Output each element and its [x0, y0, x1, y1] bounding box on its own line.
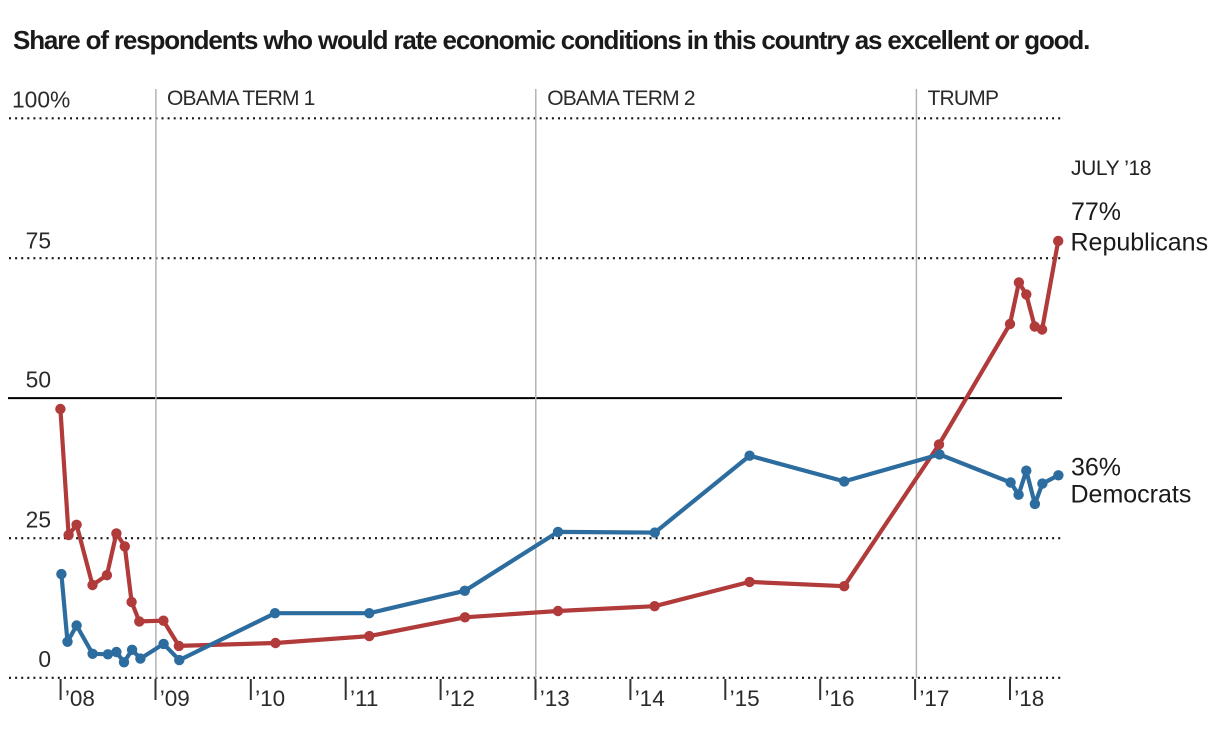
svg-text:25: 25 [26, 506, 51, 532]
svg-text:’17: ’17 [919, 686, 949, 711]
svg-text:’15: ’15 [730, 686, 760, 711]
svg-text:TRUMP: TRUMP [928, 87, 999, 110]
svg-text:’11: ’11 [350, 686, 378, 711]
svg-text:’08: ’08 [65, 686, 95, 711]
svg-text:’10: ’10 [255, 686, 285, 711]
svg-text:77%: 77% [1071, 198, 1121, 226]
svg-text:OBAMA TERM 2: OBAMA TERM 2 [547, 87, 695, 110]
svg-text:Democrats: Democrats [1071, 480, 1192, 508]
svg-text:’16: ’16 [825, 686, 855, 711]
svg-text:’09: ’09 [160, 686, 190, 711]
svg-text:75: 75 [26, 227, 51, 253]
svg-text:’18: ’18 [1014, 686, 1044, 711]
svg-text:100%: 100% [12, 86, 70, 112]
svg-text:50: 50 [26, 366, 51, 392]
svg-text:Republicans: Republicans [1071, 229, 1209, 257]
svg-text:OBAMA TERM 1: OBAMA TERM 1 [167, 87, 315, 110]
svg-text:36%: 36% [1071, 454, 1121, 482]
svg-text:’14: ’14 [635, 686, 665, 711]
svg-text:0: 0 [38, 646, 51, 672]
svg-text:JULY ’18: JULY ’18 [1071, 157, 1151, 180]
svg-text:’12: ’12 [445, 686, 475, 711]
svg-text:’13: ’13 [540, 686, 570, 711]
svg-text:Share of respondents who would: Share of respondents who would rate econ… [13, 25, 1089, 55]
